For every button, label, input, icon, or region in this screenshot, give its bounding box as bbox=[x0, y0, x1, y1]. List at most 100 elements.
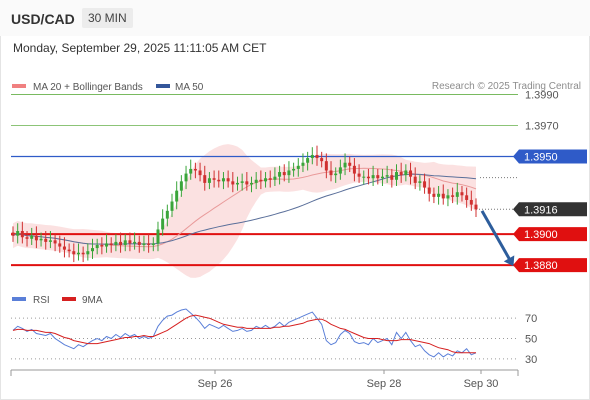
candle-body bbox=[278, 172, 282, 177]
candle bbox=[329, 161, 333, 182]
candle bbox=[240, 173, 244, 191]
candle bbox=[357, 164, 361, 183]
candle-body bbox=[409, 170, 413, 177]
candle bbox=[189, 159, 193, 180]
timeframe-button[interactable]: 30 MIN bbox=[82, 8, 133, 28]
candle bbox=[34, 226, 38, 249]
candle-body bbox=[128, 240, 132, 244]
candle-body bbox=[175, 190, 179, 202]
candle bbox=[432, 187, 436, 204]
candle bbox=[451, 187, 455, 204]
candle-body bbox=[170, 201, 174, 211]
price-levels bbox=[11, 94, 518, 267]
candle-body bbox=[268, 178, 272, 180]
candle bbox=[109, 237, 113, 253]
candle-body bbox=[371, 175, 375, 179]
candle bbox=[273, 167, 277, 186]
candle bbox=[376, 168, 380, 185]
last-price-label: 1.3916 bbox=[524, 204, 558, 216]
credit-label: Research © 2025 Trading Central bbox=[431, 81, 581, 92]
candle-body bbox=[399, 172, 403, 176]
candle bbox=[320, 151, 324, 168]
candle-body bbox=[203, 175, 207, 183]
candle-body bbox=[460, 192, 464, 196]
candle bbox=[385, 165, 389, 183]
candle bbox=[315, 145, 319, 166]
candle-body bbox=[44, 238, 48, 242]
legend-label-rsi: RSI bbox=[33, 295, 50, 306]
candle bbox=[278, 165, 282, 185]
candle-body bbox=[100, 244, 104, 247]
candle bbox=[86, 243, 90, 261]
candle bbox=[338, 159, 342, 180]
candle bbox=[301, 153, 305, 173]
candle bbox=[147, 234, 151, 253]
rsi-level-label-70: 70 bbox=[525, 313, 537, 325]
candle-body bbox=[390, 175, 394, 180]
candle bbox=[455, 182, 459, 205]
candle-body bbox=[137, 241, 141, 245]
candle-body bbox=[254, 179, 258, 183]
candle bbox=[165, 204, 169, 227]
candle-body bbox=[81, 252, 85, 255]
level-label-5: 1.3880 bbox=[524, 260, 558, 272]
candle-body bbox=[179, 181, 183, 191]
candle bbox=[460, 186, 464, 202]
candle bbox=[39, 232, 43, 247]
candle-body bbox=[394, 172, 398, 180]
candle-body bbox=[446, 195, 450, 199]
candle-body bbox=[366, 176, 370, 179]
legend-swatch-rsi bbox=[12, 297, 26, 301]
moving-averages bbox=[12, 167, 477, 248]
candle-body bbox=[86, 251, 90, 255]
candle bbox=[95, 238, 99, 255]
candle-body bbox=[193, 168, 197, 171]
candle bbox=[100, 237, 104, 255]
candle bbox=[250, 176, 254, 193]
x-tick-label: Sep 26 bbox=[198, 378, 233, 390]
candle-body bbox=[338, 167, 342, 174]
candle bbox=[20, 221, 24, 244]
candle bbox=[16, 223, 20, 244]
price-badges: 1.3990 1.3970 1.3950 1.3900 1.3880 1.3916 bbox=[513, 89, 587, 273]
level-label-3: 1.3950 bbox=[524, 152, 558, 164]
x-tick-label: Sep 30 bbox=[464, 378, 499, 390]
candle-body bbox=[296, 165, 300, 169]
candle-body bbox=[217, 179, 221, 182]
candle bbox=[282, 164, 286, 182]
candle-body bbox=[184, 173, 188, 182]
candle bbox=[212, 170, 216, 188]
chart-header: USD/CAD 30 MIN bbox=[0, 0, 590, 36]
candlesticks bbox=[11, 145, 478, 263]
candle-body bbox=[385, 175, 389, 177]
candle-body bbox=[306, 158, 310, 163]
candle-body bbox=[25, 237, 29, 239]
candle bbox=[179, 175, 183, 197]
candle bbox=[423, 173, 427, 194]
candle-body bbox=[352, 165, 356, 174]
candle bbox=[264, 172, 268, 188]
candle bbox=[128, 232, 132, 252]
candle-body bbox=[348, 162, 352, 166]
bollinger-band bbox=[13, 144, 476, 278]
candle bbox=[67, 243, 71, 258]
candle-body bbox=[282, 172, 286, 176]
candle-body bbox=[123, 240, 127, 245]
candle bbox=[474, 198, 478, 218]
level-badge-5 bbox=[513, 258, 587, 273]
candle bbox=[441, 184, 445, 205]
candle-body bbox=[109, 243, 113, 245]
legend-swatch-rsi-ma bbox=[62, 297, 76, 301]
candle bbox=[221, 172, 225, 190]
legend-swatch-ma50 bbox=[156, 84, 170, 88]
legend-label-ma50: MA 50 bbox=[175, 82, 204, 93]
candle bbox=[207, 172, 211, 190]
candle bbox=[53, 234, 57, 252]
candle bbox=[137, 235, 141, 253]
candle bbox=[399, 162, 403, 183]
candle bbox=[58, 235, 62, 253]
candle bbox=[404, 164, 408, 182]
forecast-arrow-head bbox=[503, 255, 515, 267]
rsi-panel: 70 50 30 bbox=[11, 308, 537, 366]
candle-body bbox=[315, 154, 319, 159]
